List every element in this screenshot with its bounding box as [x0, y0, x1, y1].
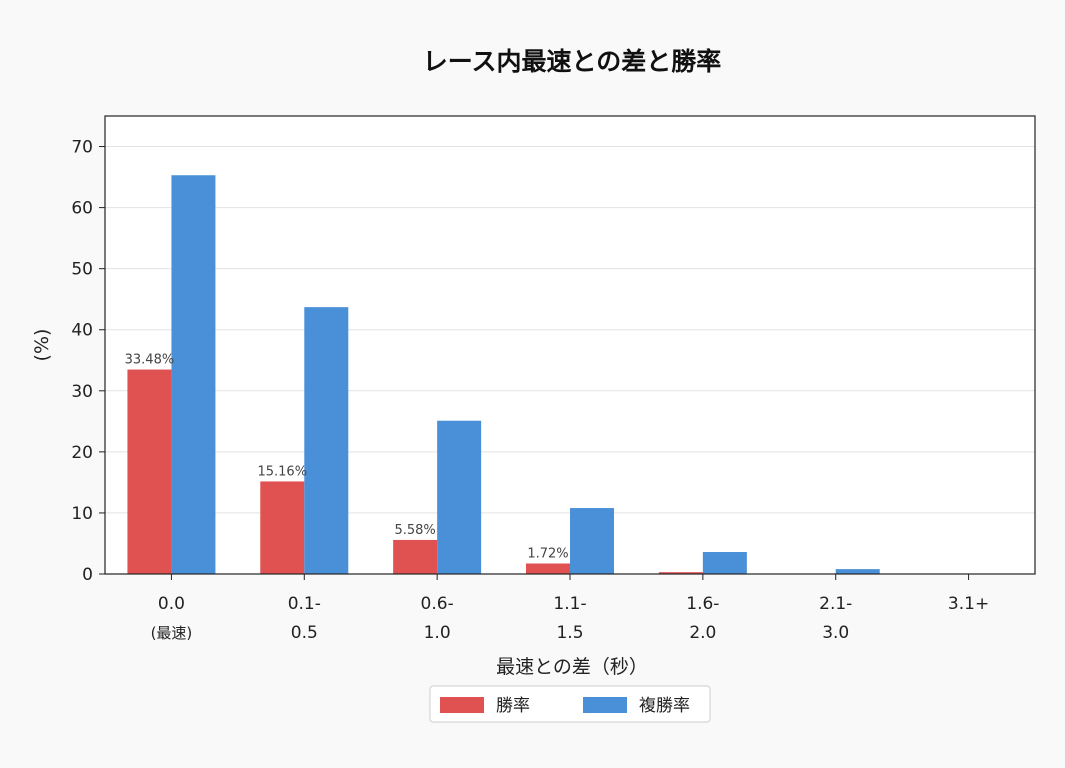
y-tick-label: 70	[71, 138, 93, 158]
x-axis: 0.0 (最速) 0.1- 0.5 0.6- 1.0 1.1- 1.5 1.6- 2.0 2.1- 3…	[151, 574, 989, 643]
bar-win-rate	[658, 572, 703, 574]
x-tick-label: 0.6- 1.0	[421, 594, 454, 643]
y-axis-label: (%)	[31, 329, 53, 362]
y-tick-label: 10	[71, 504, 93, 524]
legend-swatch-place-rate	[583, 697, 627, 713]
x-tick-label-line: (最速)	[151, 624, 193, 642]
x-tick-label: 1.6- 2.0	[686, 594, 719, 643]
legend-swatch-win-rate	[440, 697, 484, 713]
y-tick-label: 50	[71, 260, 93, 280]
y-tick-label: 30	[71, 382, 93, 402]
x-tick-label: 1.1- 1.5	[553, 594, 586, 643]
data-label: 1.72%	[527, 546, 568, 561]
bar-win-rate	[526, 563, 570, 574]
legend-label-place-rate: 複勝率	[639, 696, 690, 716]
data-labels: 33.48% 15.16% 5.58% 1.72%	[125, 353, 569, 562]
data-label: 33.48%	[125, 353, 175, 368]
legend: 勝率 複勝率	[429, 685, 711, 723]
x-axis-label: 最速との差（秒）	[496, 656, 648, 678]
legend-label-win-rate: 勝率	[496, 696, 530, 716]
data-label: 15.16%	[257, 464, 307, 479]
x-tick-label-line: 3.1+	[948, 594, 989, 614]
y-tick-label: 0	[82, 565, 93, 585]
x-tick-label-line: 2.0	[689, 623, 716, 643]
x-tick-label-line: 1.6-	[686, 594, 719, 614]
legend-box	[429, 685, 711, 723]
x-tick-label-line: 0.0	[158, 594, 185, 614]
plot-area	[105, 116, 1035, 574]
x-tick-label-line: 3.0	[822, 623, 849, 643]
bar-place-rate	[570, 508, 614, 574]
bar-place-rate	[437, 420, 482, 574]
bar-win-rate	[127, 369, 172, 574]
x-tick-label-line: 2.1-	[819, 594, 852, 614]
x-tick-label-line: 1.1-	[553, 594, 586, 614]
x-tick-label: 2.1- 3.0	[819, 594, 852, 643]
x-tick-label: 0.1- 0.5	[288, 594, 321, 643]
bar-place-rate	[171, 175, 216, 574]
bar-place-rate	[304, 307, 349, 574]
x-tick-label-line: 1.5	[556, 623, 583, 643]
y-axis: 0 10 20 30 40 50 60 70	[71, 138, 105, 585]
x-tick-label: 3.1+	[948, 594, 989, 614]
bar-place-rate	[835, 569, 880, 574]
y-tick-label: 20	[71, 443, 93, 463]
x-tick-label-line: 0.5	[291, 623, 318, 643]
x-tick-label-line: 1.0	[424, 623, 451, 643]
data-label: 5.58%	[394, 523, 435, 538]
bar-win-rate	[393, 539, 438, 574]
x-tick-label: 0.0 (最速)	[151, 594, 193, 642]
x-tick-label-line: 0.6-	[421, 594, 454, 614]
x-tick-label-line: 0.1-	[288, 594, 321, 614]
y-tick-label: 40	[71, 321, 93, 341]
grid	[105, 146, 1035, 514]
bar-place-rate	[702, 552, 747, 574]
y-tick-label: 60	[71, 199, 93, 219]
bar-win-rate	[260, 481, 305, 574]
bars	[127, 175, 880, 574]
chart-title: レース内最速との差と勝率	[423, 47, 722, 76]
